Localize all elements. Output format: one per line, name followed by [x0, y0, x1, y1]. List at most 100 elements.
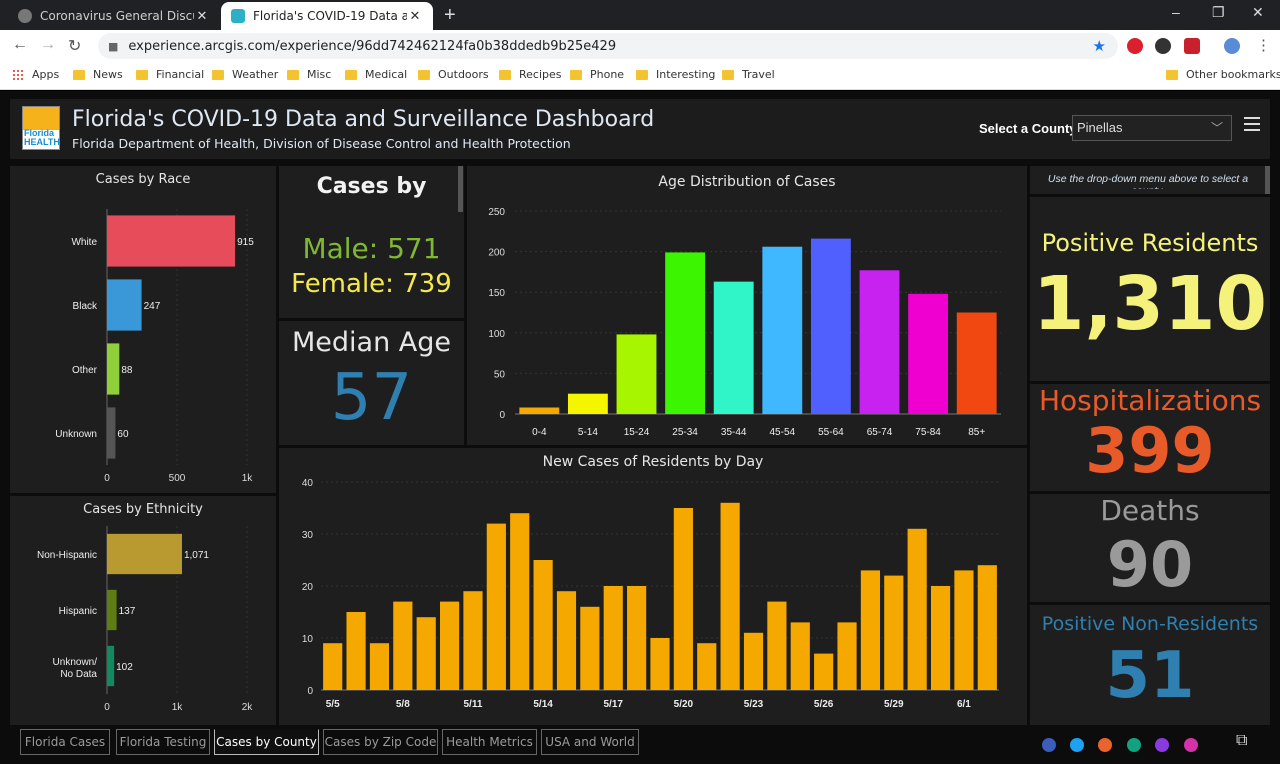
- twitter-icon[interactable]: [1070, 738, 1084, 752]
- page-title: Florida's COVID-19 Data and Surveillance…: [72, 107, 655, 132]
- non-residents-panel: Positive Non-Residents 51: [1030, 605, 1270, 725]
- bookmark-travel[interactable]: Travel: [722, 68, 775, 81]
- x-tick-label: 6/1: [957, 699, 971, 710]
- x-tick-label: 0: [104, 702, 110, 713]
- data-label: 88: [121, 365, 133, 376]
- tab-cases-by-county[interactable]: Cases by County: [214, 729, 319, 755]
- bar: [107, 343, 120, 395]
- bar: [665, 252, 706, 414]
- address-bar[interactable]: ■ experience.arcgis.com/experience/96dd7…: [98, 33, 1118, 59]
- scrollbar[interactable]: [458, 166, 463, 212]
- bookmark-apps[interactable]: Apps: [12, 68, 59, 81]
- bar: [860, 570, 880, 690]
- bar: [616, 334, 657, 414]
- bar: [713, 281, 754, 414]
- close-tab-icon[interactable]: ✕: [196, 8, 208, 24]
- bookmark-misc[interactable]: Misc: [287, 68, 331, 81]
- bar: [567, 393, 608, 414]
- bar: [810, 238, 851, 414]
- scrollbar[interactable]: [1265, 166, 1270, 194]
- bookmark-star-icon[interactable]: ★: [1092, 37, 1106, 55]
- bar: [743, 632, 764, 690]
- x-tick-label: 5/23: [744, 699, 764, 710]
- positive-residents-panel: Positive Residents 1,310: [1030, 197, 1270, 381]
- forward-arrow-icon[interactable]: →: [40, 36, 56, 53]
- bookmarks-bar: Apps News Financial Weather Misc Medical…: [0, 62, 1280, 90]
- facebook-icon[interactable]: [1042, 738, 1056, 752]
- positive-residents-value: 1,310: [1032, 261, 1268, 347]
- data-label: 102: [116, 662, 133, 673]
- median-age-value: 57: [330, 361, 413, 435]
- back-arrow-icon[interactable]: ←: [12, 36, 28, 53]
- close-tab-icon[interactable]: ✕: [409, 8, 421, 24]
- tab-usa-and-world[interactable]: USA and World: [541, 729, 639, 755]
- bookmark-weather[interactable]: Weather: [212, 68, 278, 81]
- kebab-menu-icon[interactable]: ⋮: [1256, 37, 1271, 54]
- browser-tab-strip: Coronavirus General Discussion - ✕ Flori…: [0, 0, 1280, 30]
- bar: [762, 246, 803, 414]
- bar: [930, 586, 951, 690]
- lock-icon: ■: [108, 39, 119, 53]
- bar: [580, 606, 600, 690]
- bookmark-outdoors[interactable]: Outdoors: [418, 68, 489, 81]
- gender-title: Cases by Gender: [316, 174, 427, 200]
- x-tick-label: 5/5: [326, 699, 340, 710]
- other-bookmarks[interactable]: Other bookmarks: [1166, 68, 1280, 81]
- x-tick-label: 15-24: [624, 427, 650, 438]
- bar: [790, 622, 810, 690]
- folder-icon: [570, 69, 582, 80]
- minimize-button[interactable]: –: [1172, 4, 1180, 20]
- tab-title: Florida's COVID-19 Data and Ma: [253, 9, 407, 23]
- page-subtitle: Florida Department of Health, Division o…: [72, 136, 571, 151]
- bar: [908, 293, 949, 414]
- hamburger-menu-icon[interactable]: [1244, 117, 1260, 131]
- data-label: 915: [237, 237, 254, 248]
- code-icon[interactable]: [1098, 738, 1112, 752]
- x-tick-label: 2k: [242, 702, 254, 713]
- bookmark-interesting[interactable]: Interesting: [636, 68, 715, 81]
- adblock-icon[interactable]: [1127, 38, 1143, 54]
- x-tick-label: 45-54: [770, 427, 796, 438]
- florida-health-logo: Florida HEALTH: [22, 106, 60, 150]
- category-label: No Data: [60, 669, 97, 680]
- new-cases-by-day-panel: New Cases of Residents by Day 0 10 20 30 40 5…: [279, 448, 1027, 725]
- folder-icon: [636, 69, 648, 80]
- recorder-icon[interactable]: [1184, 38, 1200, 54]
- median-age-panel: Median Age 57: [279, 321, 464, 445]
- dashboard-tab-bar: Florida Cases Florida Testing Cases by C…: [0, 728, 1280, 764]
- county-dropdown-value: Pinellas: [1077, 120, 1123, 135]
- maximize-button[interactable]: ❐: [1212, 4, 1225, 20]
- age-bar-chart: 0 50 100 150 200 250 0-4 5-14 15-24 25-34 35-44 45-…: [488, 207, 1001, 438]
- bar: [510, 513, 530, 690]
- bar: [346, 612, 366, 690]
- bookmark-medical[interactable]: Medical: [345, 68, 407, 81]
- tab-title: Coronavirus General Discussion -: [40, 9, 194, 23]
- browser-tab-coronavirus-discussion[interactable]: Coronavirus General Discussion - ✕: [8, 2, 220, 30]
- bookmark-recipes[interactable]: Recipes: [499, 68, 562, 81]
- x-tick-label: 55-64: [818, 427, 844, 438]
- bookmark-financial[interactable]: Financial: [136, 68, 204, 81]
- link-icon[interactable]: [1184, 738, 1198, 752]
- tab-florida-cases[interactable]: Florida Cases: [20, 729, 110, 755]
- open-external-icon[interactable]: ⧉: [1236, 732, 1248, 749]
- bookmark-phone[interactable]: Phone: [570, 68, 624, 81]
- puzzle-icon[interactable]: [1155, 38, 1171, 54]
- close-window-button[interactable]: ✕: [1252, 4, 1264, 20]
- new-tab-button[interactable]: +: [444, 4, 456, 26]
- reload-icon[interactable]: ↻: [68, 38, 82, 55]
- county-hint-text: Use the drop-down menu above to select a…: [1047, 173, 1249, 189]
- x-tick-label: 500: [169, 473, 186, 484]
- tab-cases-by-zip-code[interactable]: Cases by Zip Code: [323, 729, 438, 755]
- browser-tab-florida-dashboard[interactable]: Florida's COVID-19 Data and Ma ✕: [221, 2, 433, 30]
- profile-icon[interactable]: [1224, 38, 1240, 54]
- folder-icon: [73, 69, 85, 80]
- x-tick-label: 35-44: [721, 427, 747, 438]
- chevron-down-icon: ﹀: [1210, 121, 1223, 135]
- bookmark-news[interactable]: News: [73, 68, 123, 81]
- email-icon[interactable]: [1155, 738, 1169, 752]
- qr-code-icon[interactable]: [1127, 738, 1141, 752]
- county-dropdown[interactable]: Pinellas ﹀: [1072, 115, 1232, 141]
- tab-health-metrics[interactable]: Health Metrics: [442, 729, 537, 755]
- bar: [107, 279, 142, 331]
- tab-florida-testing[interactable]: Florida Testing: [116, 729, 210, 755]
